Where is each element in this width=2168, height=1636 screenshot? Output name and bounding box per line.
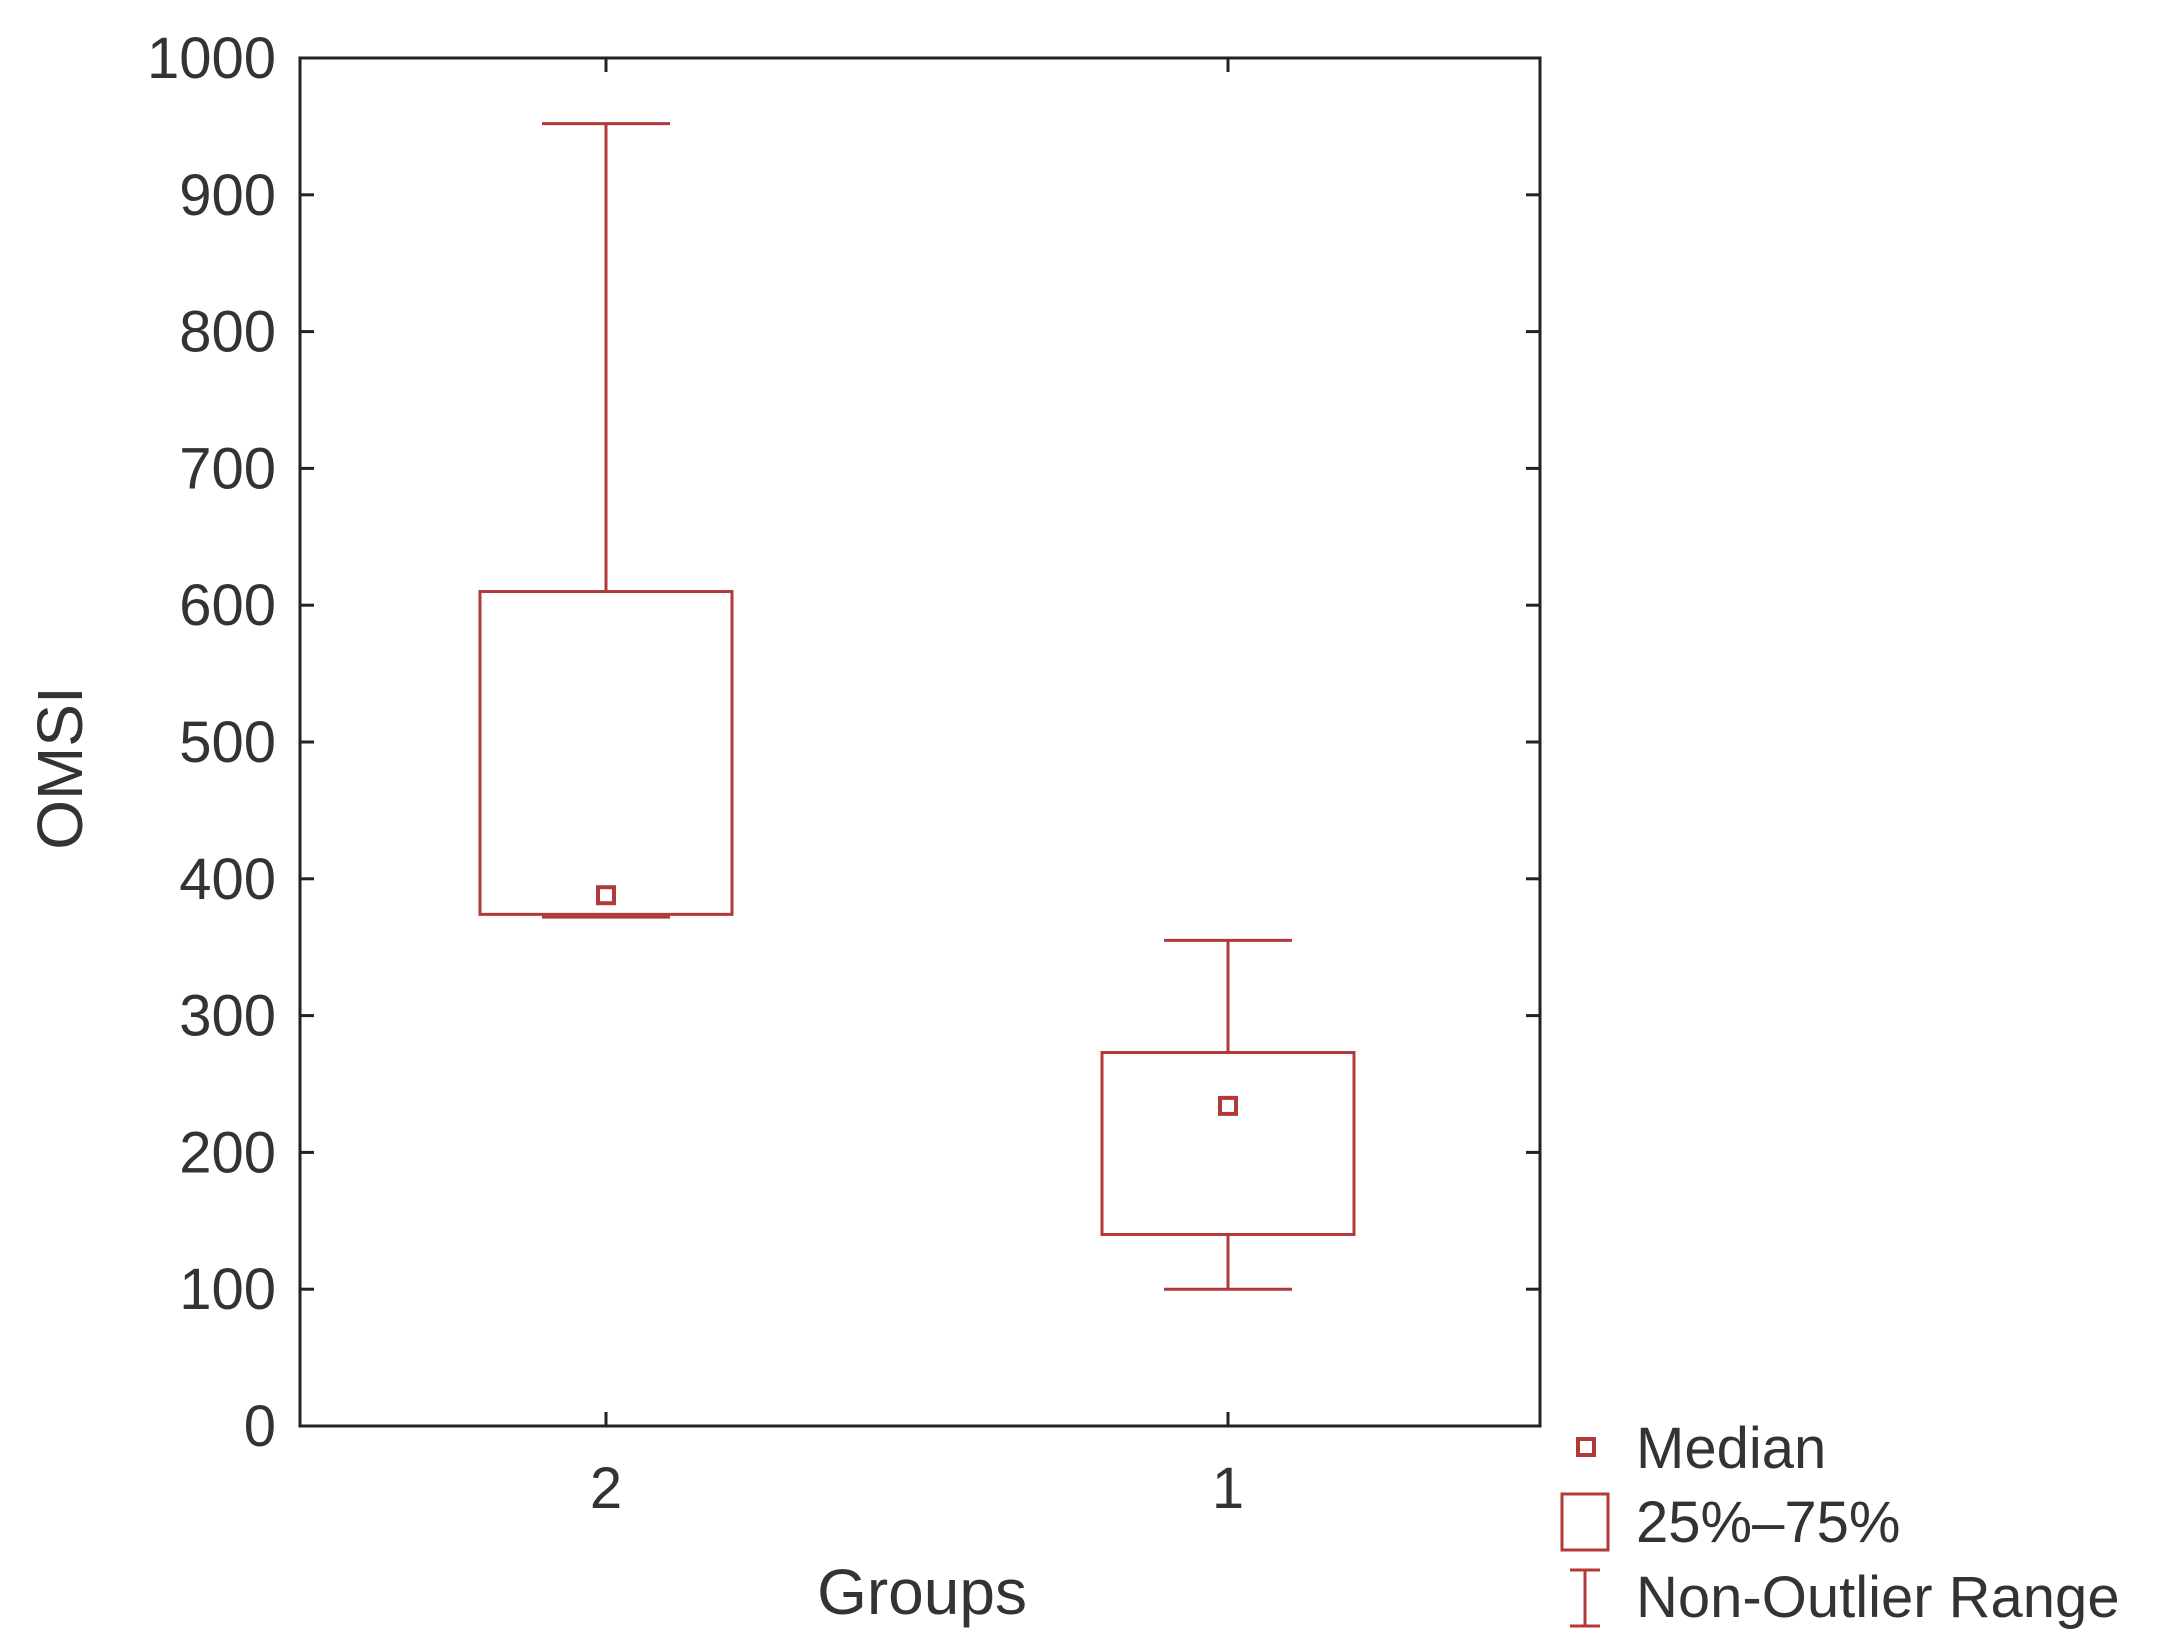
legend-box-marker <box>1560 1492 1610 1552</box>
y-tick-label: 100 <box>179 1257 276 1322</box>
x-tick-label: 2 <box>590 1456 622 1521</box>
legend-whisker-marker <box>1570 1568 1600 1628</box>
box-series <box>478 122 1356 1291</box>
y-tick-label: 900 <box>179 163 276 228</box>
y-tick-label: 0 <box>244 1394 276 1459</box>
box-group <box>1100 938 1356 1291</box>
legend-median-marker <box>1576 1437 1596 1457</box>
x-axis-label: Groups <box>817 1556 1027 1628</box>
y-tick-label: 600 <box>179 573 276 638</box>
legend: Median 25%–75% Non-Outlier Range <box>1560 1416 2120 1630</box>
legend-box-label: 25%–75% <box>1636 1490 1900 1555</box>
iqr-box <box>478 590 734 916</box>
legend-median-label: Median <box>1636 1416 1826 1481</box>
y-tick-label: 300 <box>179 984 276 1049</box>
iqr-box <box>1100 1051 1356 1236</box>
y-tick-label: 500 <box>179 710 276 775</box>
x-tick-label: 1 <box>1212 1456 1244 1521</box>
y-tick-label: 800 <box>179 300 276 365</box>
y-axis-label: OMSI <box>24 686 96 850</box>
median-marker <box>596 885 616 906</box>
y-tick-label: 700 <box>179 436 276 501</box>
median-marker <box>1218 1095 1238 1116</box>
axis-ticks: 0 100 200 300 400 500 600 700 800 900 1000 2 1 <box>147 26 1540 1521</box>
y-tick-label: 1000 <box>147 26 276 91</box>
y-tick-label: 400 <box>179 847 276 912</box>
legend-whisker-label: Non-Outlier Range <box>1636 1565 2120 1630</box>
y-tick-label: 200 <box>179 1120 276 1185</box>
box-group <box>478 122 734 919</box>
